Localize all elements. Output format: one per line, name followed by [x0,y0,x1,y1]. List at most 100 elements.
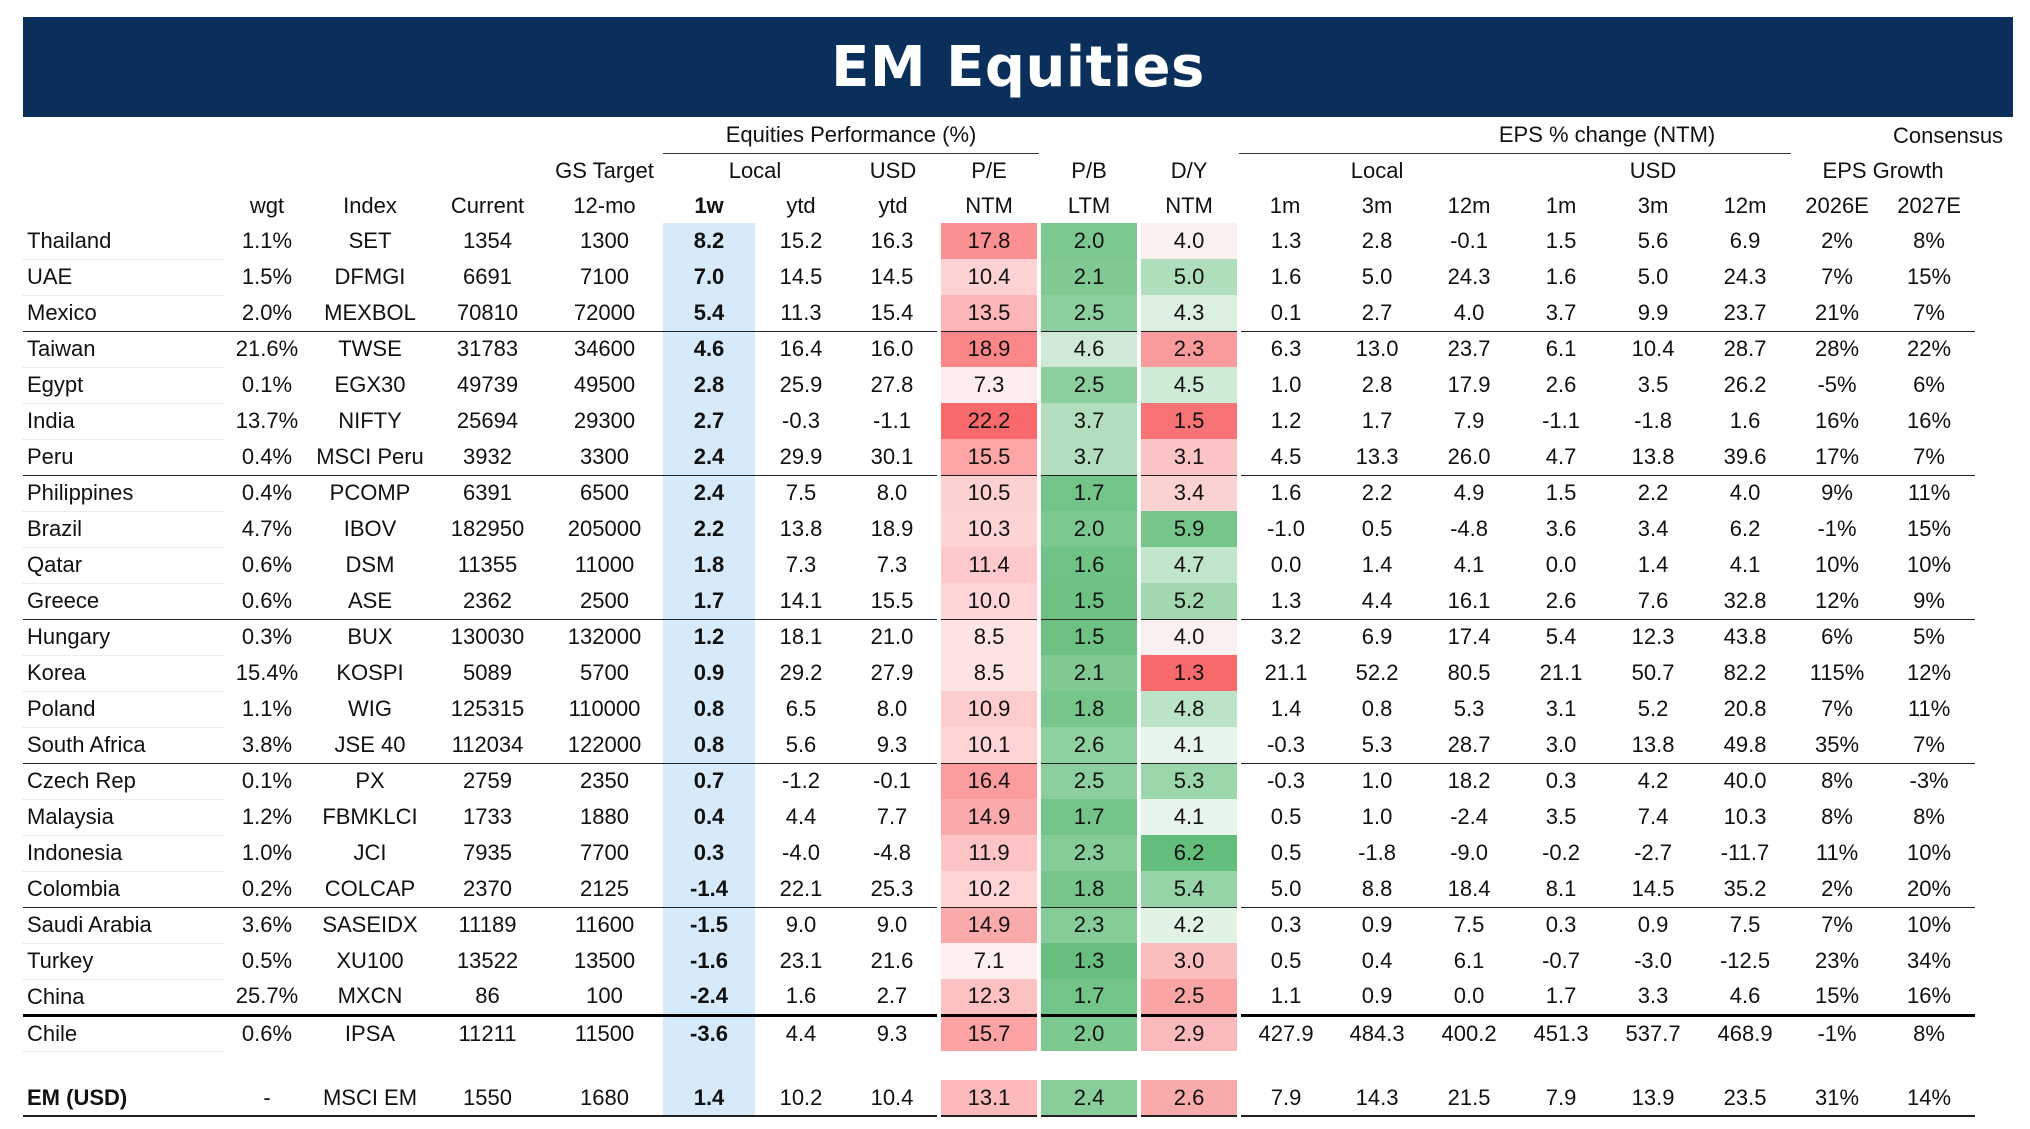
column-header-16: 12m [1723,192,1767,218]
cell-g27: 14% [1883,1080,1976,1117]
cell-eps-l-1m: -0.3 [1239,762,1332,799]
table-row: Saudi Arabia 3.6% SASEIDX 11189 11600 -1.5 9.0… [23,906,2013,944]
cell-g26: 7% [1791,906,1884,943]
cell-eps-l-3m: 13.0 [1331,330,1424,367]
cell-ytd-local: 29.2 [779,660,823,685]
cell-current: 7935 [463,840,512,865]
cell-pe: 10.9 [936,691,1042,727]
cell-g26: 31% [1791,1080,1884,1117]
cell-ytd-local: -4.0 [782,840,820,865]
header-eps-local: Local [1239,152,1516,188]
cell-pe: 10.3 [936,511,1042,547]
cell-eps-u-12m: 4.6 [1729,983,1761,1009]
cell-w1: 4.6 [663,330,755,367]
cell-eps-l-1m: 0.1 [1270,299,1302,325]
cell-eps-l-1m: 1.1 [1270,983,1302,1009]
cell-ytd-usd: 14.5 [870,264,914,289]
cell-current: 70810 [456,299,519,325]
cell-g27: 8% [1913,804,1945,829]
cell-w1: -1.5 [663,906,755,943]
cell-g26: 115% [1809,660,1865,685]
cell-ytd-usd: 9.3 [847,1013,939,1051]
cell-g26: 21% [1815,299,1860,325]
cell-index: TWSE [311,330,429,367]
cell-pe: 17.8 [936,223,1042,259]
column-header-3: Current [450,192,525,218]
cell-pe: 13.1 [936,1080,1042,1117]
cell-current: 6691 [463,264,512,289]
cell-country: Taiwan [23,330,223,368]
cell-eps-l-1m: 1.2 [1270,408,1302,433]
cell-pb: 1.3 [1037,943,1142,979]
cell-wgt: 0.6% [223,1013,311,1051]
cell-eps-u-1m: 8.1 [1545,875,1577,901]
column-header-12: 3m [1361,192,1393,218]
cell-eps-u-12m: 43.8 [1699,618,1792,655]
cell-wgt: 0.3% [223,618,311,655]
cell-eps-l-1m: 1.3 [1270,228,1302,253]
cell-eps-l-3m: 2.7 [1361,299,1393,325]
cell-eps-l-1m: 427.9 [1239,1013,1332,1051]
cell-ytd-usd: 21.0 [847,618,939,655]
cell-index: EGX30 [334,372,406,397]
cell-eps-u-1m: 2.6 [1545,372,1577,397]
table-row: South Africa 3.8% JSE 40 112034 122000 0.8 5.6… [23,727,2013,764]
cell-country: China [23,979,223,1016]
cell-dy: 6.2 [1137,835,1242,871]
table-row: UAE 1.5% DFMGI 6691 7100 7.0 14.5 14.5 10.4 2.1 5.… [23,259,2013,296]
cell-eps-u-3m: -1.8 [1634,408,1672,433]
cell-wgt: 1.5% [241,264,293,289]
cell-index: PCOMP [311,474,429,511]
cell-ytd-local: 5.6 [785,731,817,757]
cell-ytd-usd: -0.1 [847,762,939,799]
cell-eps-u-12m: 23.7 [1723,299,1767,325]
cell-eps-l-3m: 1.0 [1331,762,1424,799]
cell-pe: 11.9 [936,835,1042,871]
cell-index: PX [311,762,429,799]
cell-target: 11600 [546,906,663,943]
cell-eps-u-3m: 13.8 [1631,443,1675,469]
cell-country: Indonesia [23,835,223,872]
cell-index: FBMKLCI [322,804,418,829]
cell-eps-l-1m: 1.3 [1270,587,1302,613]
cell-current: 2370 [463,875,512,901]
cell-eps-u-12m: -11.7 [1720,840,1770,865]
cell-eps-l-3m: 484.3 [1331,1013,1424,1051]
cell-eps-u-3m: 2.2 [1607,474,1700,511]
cell-target: 100 [586,983,623,1009]
cell-eps-l-1m: 21.1 [1264,660,1308,685]
cell-target: 6500 [546,474,663,511]
cell-ytd-usd: 7.3 [876,552,908,577]
cell-ytd-usd: -4.8 [873,840,911,865]
table-row: Brazil 4.7% IBOV 182950 205000 2.2 13.8 18.9 10.… [23,511,2013,548]
column-header-5: 1w [694,192,724,218]
cell-eps-l-12m: 4.0 [1453,299,1485,325]
cell-current: 5089 [463,660,512,685]
table-body: Thailand 1.1% SET 1354 1300 8.2 15.2 16.3 17.8 2.… [23,223,2013,1117]
cell-w1: -1.4 [663,871,755,907]
cell-eps-u-3m: 7.4 [1637,804,1669,829]
cell-target: 132000 [546,618,663,655]
cell-ytd-local: 11.3 [780,299,822,325]
cell-ytd-usd: 8.0 [847,474,939,511]
cell-eps-u-12m: 6.9 [1729,228,1761,253]
header-row-2: GS Target Local USD P/E P/B D/Y Local US… [23,152,2013,188]
cell-dy: 3.4 [1137,474,1242,511]
cell-eps-u-12m: 32.8 [1723,587,1767,613]
cell-eps-l-1m: 6.3 [1239,330,1332,367]
cell-target: 1880 [580,804,629,829]
column-header-17: 2026E [1805,192,1869,218]
cell-pe: 14.9 [936,799,1042,835]
cell-target: 122000 [567,731,642,757]
cell-g27: 5% [1883,618,1976,655]
cell-ytd-usd: 27.9 [870,660,914,685]
cell-pe: 13.5 [936,295,1042,331]
cell-g27: 12% [1907,660,1952,685]
cell-pe: 22.2 [936,403,1042,439]
cell-eps-l-12m: 80.5 [1447,660,1491,685]
cell-ytd-usd: 30.1 [870,443,914,469]
cell-dy: 5.2 [1137,583,1242,619]
cell-ytd-local: 9.0 [755,906,847,943]
cell-pe: 10.5 [936,474,1042,511]
table-row: Greece 0.6% ASE 2362 2500 1.7 14.1 15.5 10.0 1.5 5… [23,583,2013,620]
